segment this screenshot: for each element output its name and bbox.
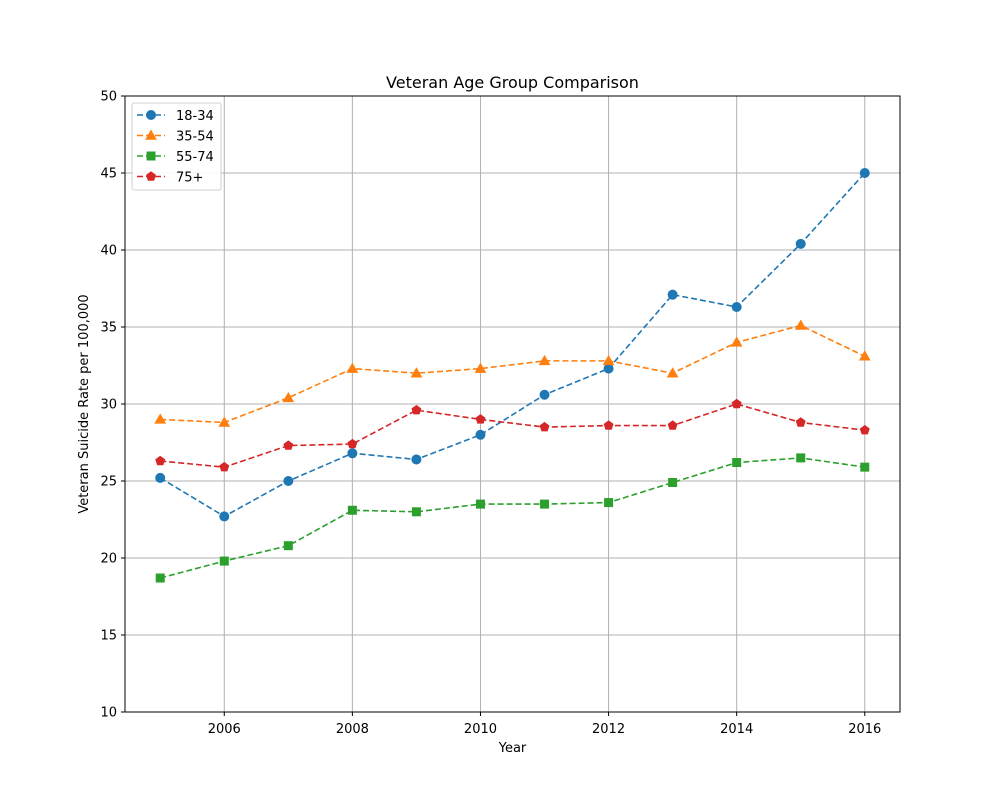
data-point bbox=[859, 424, 870, 435]
y-tick-label: 20 bbox=[100, 552, 117, 567]
legend-marker bbox=[146, 110, 156, 120]
legend-marker bbox=[146, 151, 156, 161]
y-axis-label: Veteran Suicide Rate per 100,000 bbox=[77, 294, 92, 513]
x-tick-label: 2006 bbox=[208, 722, 241, 737]
data-point bbox=[796, 453, 806, 463]
data-point bbox=[731, 301, 742, 312]
data-point bbox=[155, 573, 165, 583]
data-point bbox=[219, 511, 230, 522]
data-point bbox=[732, 458, 742, 468]
legend: 18-34 35-54 55-74 75+ bbox=[131, 102, 222, 191]
data-point bbox=[283, 476, 294, 486]
x-axis-label: Year bbox=[498, 741, 527, 756]
axis-ticks: 2006 2008 2010 2012 2014 2016 10 15 20 25 30 35 40 45… bbox=[100, 90, 881, 738]
data-point bbox=[219, 556, 229, 566]
legend-label: 35-54 bbox=[176, 130, 214, 145]
series-55-74 bbox=[155, 453, 870, 583]
chart-title: Veteran Age Group Comparison bbox=[386, 73, 639, 92]
data-point bbox=[730, 336, 743, 347]
legend-item: 35-54 bbox=[137, 129, 214, 145]
data-point bbox=[283, 541, 293, 551]
legend-marker bbox=[145, 129, 157, 140]
data-point bbox=[283, 440, 294, 450]
data-point bbox=[858, 350, 871, 361]
data-point bbox=[475, 429, 486, 440]
series-line bbox=[159, 172, 866, 518]
y-tick-label: 45 bbox=[100, 167, 117, 182]
data-point bbox=[219, 461, 230, 472]
data-point bbox=[475, 414, 486, 424]
data-point bbox=[539, 389, 550, 400]
data-point bbox=[411, 404, 422, 415]
x-tick-label: 2016 bbox=[848, 722, 881, 737]
data-point bbox=[602, 354, 615, 366]
data-point bbox=[794, 319, 807, 330]
data-point bbox=[282, 391, 295, 403]
data-point bbox=[604, 498, 614, 508]
y-tick-label: 30 bbox=[100, 398, 117, 413]
data-point bbox=[731, 398, 742, 409]
data-point bbox=[475, 499, 485, 509]
data-point bbox=[346, 362, 359, 373]
series-line bbox=[160, 403, 865, 468]
series-line bbox=[160, 457, 865, 579]
data-point bbox=[474, 362, 487, 373]
y-tick-label: 10 bbox=[100, 706, 117, 721]
legend-box bbox=[131, 102, 222, 191]
data-point bbox=[667, 289, 678, 300]
data-point bbox=[154, 413, 167, 424]
data-point bbox=[410, 367, 423, 378]
data-point bbox=[860, 462, 870, 472]
data-point bbox=[603, 363, 614, 374]
legend-label: 18-34 bbox=[176, 109, 214, 124]
series-18-34 bbox=[155, 168, 870, 522]
data-point bbox=[668, 478, 678, 488]
legend-item: 75+ bbox=[137, 171, 203, 186]
data-point bbox=[666, 367, 679, 378]
x-tick-label: 2012 bbox=[592, 722, 625, 737]
legend-item: 18-34 bbox=[137, 109, 214, 124]
data-point bbox=[603, 420, 614, 430]
y-tick-label: 15 bbox=[100, 629, 117, 644]
legend-label: 55-74 bbox=[176, 150, 214, 165]
data-point bbox=[795, 417, 806, 427]
data-point bbox=[540, 499, 550, 509]
data-point bbox=[859, 168, 870, 178]
legend-label: 75+ bbox=[176, 171, 203, 186]
y-tick-label: 50 bbox=[100, 90, 117, 105]
series-75- bbox=[155, 398, 870, 472]
x-tick-label: 2010 bbox=[464, 722, 497, 737]
x-tick-label: 2014 bbox=[720, 722, 753, 737]
data-point bbox=[411, 454, 422, 465]
data-point bbox=[795, 238, 806, 249]
data-point bbox=[155, 472, 166, 483]
y-tick-label: 25 bbox=[100, 475, 117, 490]
data-point bbox=[218, 416, 231, 427]
y-tick-label: 35 bbox=[100, 321, 117, 336]
y-tick-label: 40 bbox=[100, 244, 117, 259]
x-tick-label: 2008 bbox=[336, 722, 369, 737]
series-lines bbox=[154, 168, 871, 583]
legend-item: 55-74 bbox=[137, 150, 214, 165]
data-point bbox=[667, 420, 678, 430]
series-line bbox=[160, 324, 866, 424]
data-point bbox=[155, 455, 166, 466]
data-point bbox=[538, 354, 551, 366]
series-35-54 bbox=[154, 319, 871, 427]
data-point bbox=[347, 505, 357, 515]
data-point bbox=[347, 438, 358, 449]
data-point bbox=[411, 507, 421, 517]
data-point bbox=[347, 448, 358, 459]
legend-marker bbox=[146, 171, 156, 181]
data-point bbox=[539, 421, 550, 432]
